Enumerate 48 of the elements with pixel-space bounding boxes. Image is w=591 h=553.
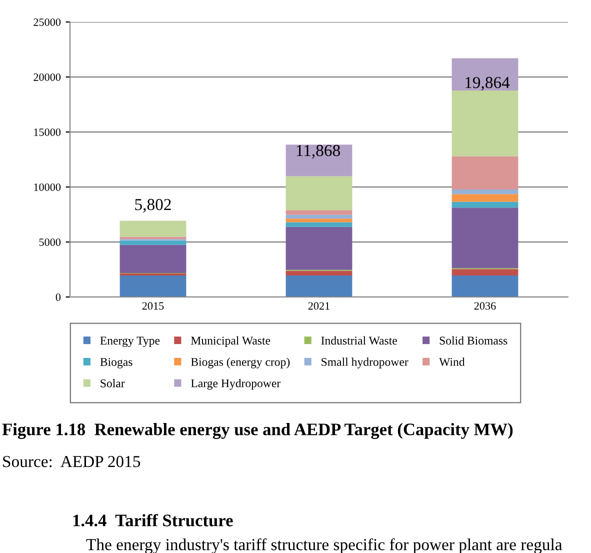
y-tick-label: 15000 xyxy=(34,128,61,136)
bar xyxy=(286,275,352,297)
bar xyxy=(452,194,518,202)
x-tick-label: 2021 xyxy=(308,302,330,310)
y-tick-label: 25000 xyxy=(34,18,61,26)
bar xyxy=(286,144,352,176)
bar xyxy=(120,275,186,297)
y-tick-label: 0 xyxy=(56,293,61,301)
text: Figure 1.18 Renewable energy use and AEDP Target (Capacity MW) xyxy=(2,423,513,439)
bar xyxy=(452,208,518,268)
bar xyxy=(286,226,352,270)
bar xyxy=(120,244,186,274)
bar xyxy=(286,218,352,222)
y-tick-label: 20000 xyxy=(34,73,61,81)
bar xyxy=(452,190,518,194)
bar xyxy=(286,222,352,227)
legend-label: Solid Biomass xyxy=(440,336,508,345)
annotation: 19,864 xyxy=(466,76,510,91)
bar xyxy=(120,240,186,245)
bar xyxy=(452,275,518,297)
annotation: 5,802 xyxy=(135,198,171,213)
bar xyxy=(452,202,518,208)
legend-label: Energy Type xyxy=(100,336,160,348)
text: 1.4.4 Tariff Structure xyxy=(73,514,233,526)
legend-label: Industrial Waste xyxy=(321,336,397,345)
bar xyxy=(286,270,352,276)
bar xyxy=(452,58,518,91)
bar xyxy=(286,210,352,215)
legend-label: Municipal Waste xyxy=(191,336,270,347)
bar xyxy=(452,90,518,156)
legend-label: Large Hydropower xyxy=(191,378,281,390)
source-note: Source: AEDP 2015 xyxy=(3,456,140,468)
bar xyxy=(286,176,352,210)
x-tick-label: 2015 xyxy=(142,302,164,310)
bar xyxy=(452,269,518,276)
legend-label: Wind xyxy=(439,358,465,366)
x-tick-label: 2036 xyxy=(474,302,496,310)
bar xyxy=(120,236,186,240)
legend-label: Solar xyxy=(100,379,125,388)
legend-label: Biogas xyxy=(100,358,132,368)
legend-label: Small hydropower xyxy=(322,358,408,368)
legend-label: Biogas (energy crop) xyxy=(191,358,290,368)
y-tick-label: 5000 xyxy=(39,238,61,246)
bar xyxy=(452,156,518,190)
bar xyxy=(120,220,186,237)
bar xyxy=(286,214,352,219)
y-tick-label: 10000 xyxy=(34,183,61,191)
annotation: 11,868 xyxy=(296,144,340,159)
